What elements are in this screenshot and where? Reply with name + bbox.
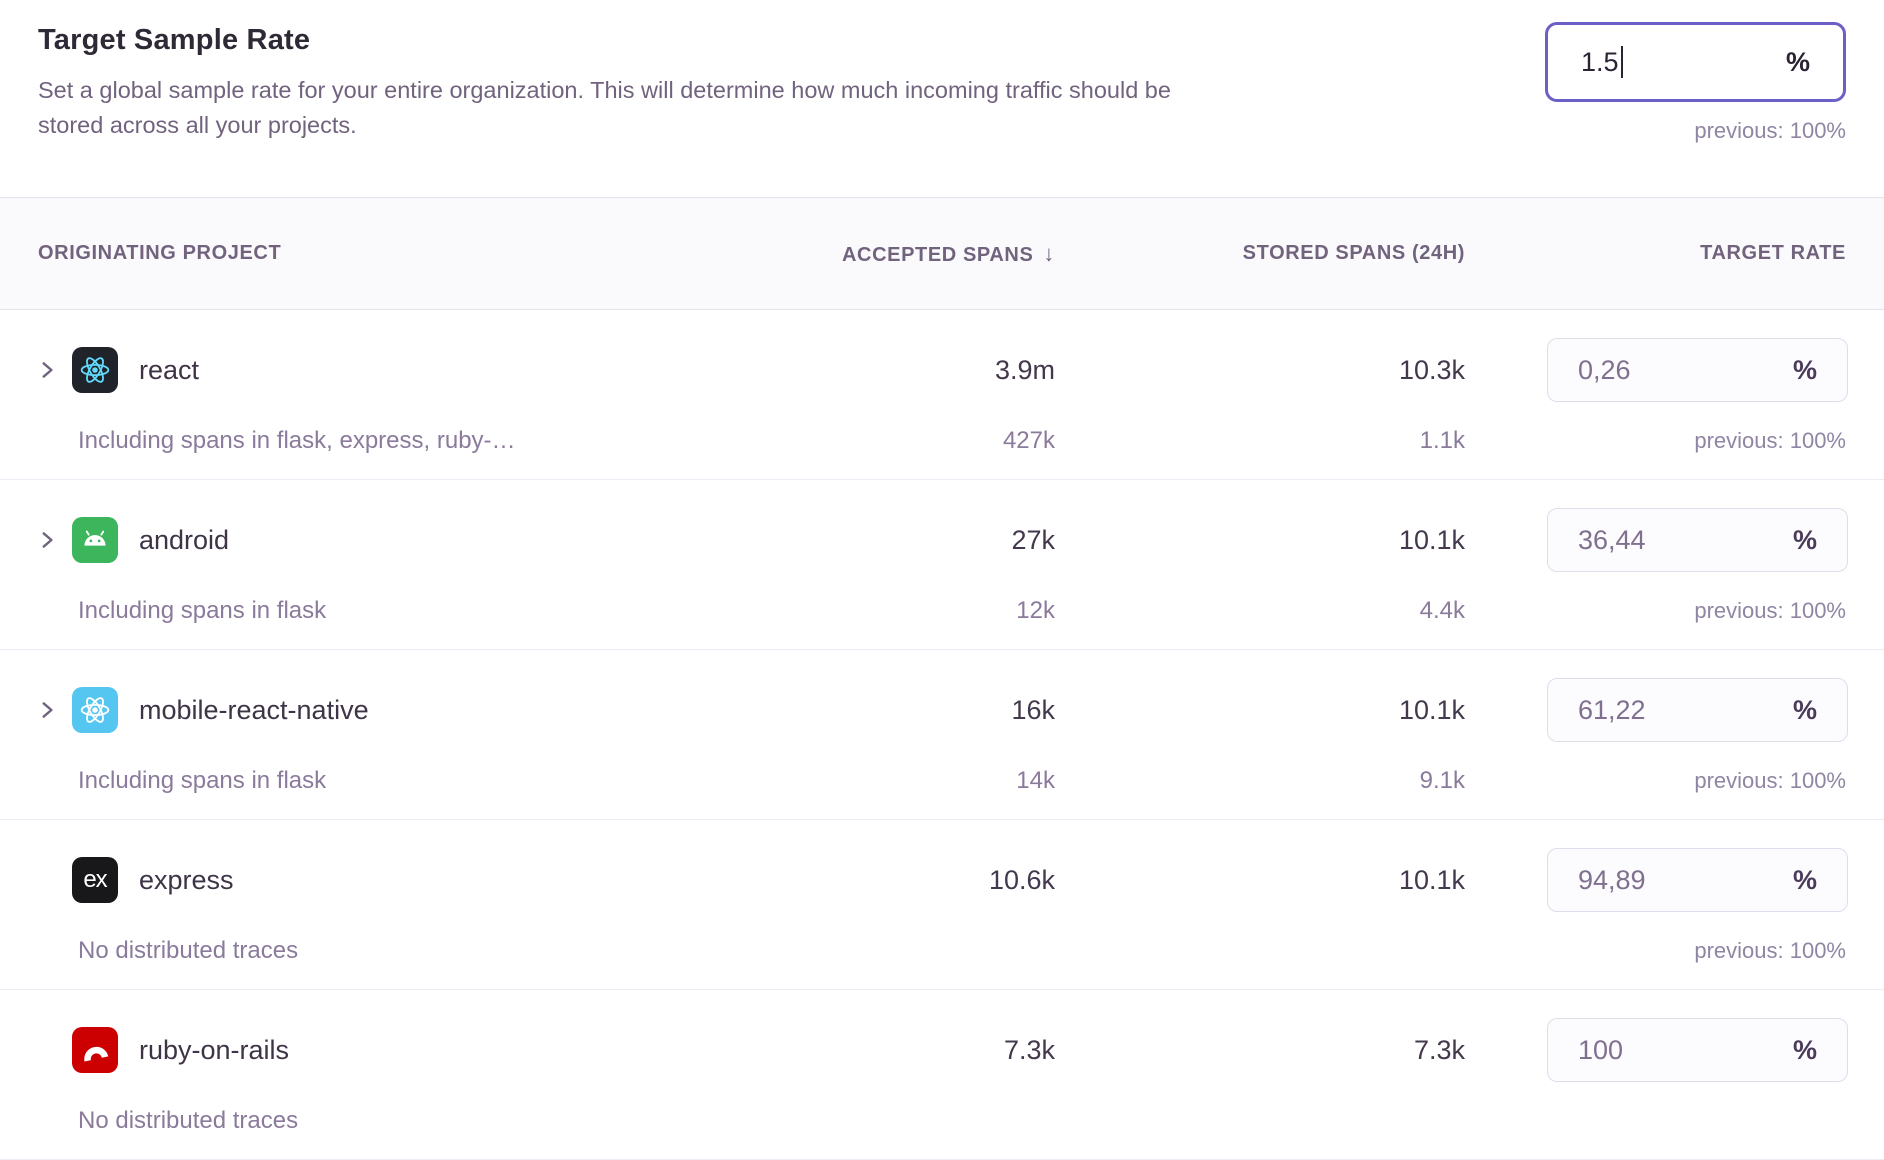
target-rate-input[interactable]: 36,44 % (1547, 508, 1848, 572)
target-rate-value: 94,89 (1578, 864, 1646, 895)
project-name: mobile-react-native (139, 694, 369, 725)
target-rate-value: 61,22 (1578, 694, 1646, 725)
sort-descending-icon: ↓ (1043, 240, 1055, 266)
header-text-block: Target Sample Rate Set a global sample r… (38, 0, 1223, 144)
table-header: ORIGINATING PROJECT ACCEPTED SPANS ↓ STOR… (0, 197, 1884, 310)
column-target-rate: TARGET RATE (1700, 242, 1846, 264)
project-subtext: Including spans in flask (78, 597, 327, 624)
project-name: ruby-on-rails (139, 1034, 290, 1065)
percent-unit: % (1792, 354, 1817, 385)
stored-spans-value: 10.1k (1398, 694, 1465, 725)
global-rate-value: 1.5 (1581, 46, 1619, 77)
accepted-spans-subvalue: 14k (1016, 767, 1055, 794)
stored-spans-subvalue: 1.1k (1419, 427, 1465, 454)
target-rate-value: 100 (1578, 1034, 1624, 1065)
percent-unit: % (1792, 524, 1817, 555)
express-icon-label: ex (83, 866, 107, 893)
expand-chevron-icon[interactable] (36, 359, 72, 381)
project-subtext: Including spans in flask, express, ruby-… (78, 427, 516, 454)
column-stored-spans: STORED SPANS (24H) (1242, 242, 1465, 264)
previous-rate-label: previous: 100% (1694, 938, 1846, 963)
page-description: Set a global sample rate for your entire… (38, 77, 1171, 139)
percent-unit: % (1792, 1034, 1817, 1065)
target-rate-input[interactable]: 61,22 % (1547, 678, 1848, 742)
previous-rate-label: previous: 100% (1694, 428, 1846, 453)
project-row-express: ex express 10.6k 10.1k 94,89 % No distri… (0, 820, 1884, 990)
react-icon (72, 347, 118, 393)
accepted-spans-value: 10.6k (988, 864, 1055, 895)
react-native-icon (72, 687, 118, 733)
column-originating-project: ORIGINATING PROJECT (38, 242, 282, 264)
project-subtext: No distributed traces (78, 937, 299, 964)
stored-spans-value: 7.3k (1413, 1034, 1465, 1065)
project-subtext: Including spans in flask (78, 767, 327, 794)
header-section: Target Sample Rate Set a global sample r… (0, 0, 1884, 197)
stored-spans-value: 10.3k (1398, 354, 1465, 385)
project-row-android: android 27k 10.1k 36,44 % Including span… (0, 480, 1884, 650)
accepted-spans-value: 7.3k (1003, 1034, 1055, 1065)
previous-rate-label: previous: 100% (1694, 598, 1846, 623)
global-rate-block: 1.5 % previous: 100% (1545, 0, 1846, 144)
accepted-spans-value: 27k (1011, 524, 1055, 555)
target-rate-input[interactable]: 0,26 % (1547, 338, 1848, 402)
stored-spans-value: 10.1k (1398, 524, 1465, 555)
text-cursor (1620, 46, 1623, 78)
percent-unit: % (1792, 864, 1817, 895)
rails-icon (72, 1027, 118, 1073)
previous-rate-label: previous: 100% (1694, 768, 1846, 793)
global-sample-rate-input[interactable]: 1.5 % (1545, 22, 1846, 102)
project-name: react (139, 354, 200, 385)
project-subtext: No distributed traces (78, 1107, 299, 1134)
stored-spans-subvalue: 9.1k (1419, 767, 1465, 794)
android-icon (72, 517, 118, 563)
expand-chevron-icon[interactable] (36, 529, 72, 551)
accepted-spans-value: 16k (1011, 694, 1055, 725)
accepted-spans-subvalue: 427k (1002, 427, 1055, 454)
project-name: android (139, 524, 230, 555)
accepted-spans-subvalue: 12k (1016, 597, 1055, 624)
previous-rate-label: previous: 100% (1694, 118, 1846, 143)
target-rate-input[interactable]: 94,89 % (1547, 848, 1848, 912)
column-accepted-spans[interactable]: ACCEPTED SPANS ↓ (775, 241, 1135, 267)
target-rate-value: 0,26 (1578, 354, 1631, 385)
target-rate-value: 36,44 (1578, 524, 1646, 555)
percent-unit: % (1785, 46, 1810, 77)
expand-chevron-icon[interactable] (36, 699, 72, 721)
project-name: express (139, 864, 234, 895)
stored-spans-value: 10.1k (1398, 864, 1465, 895)
target-rate-input[interactable]: 100 % (1547, 1018, 1848, 1082)
column-accepted-spans-label: ACCEPTED SPANS (842, 243, 1034, 266)
stored-spans-subvalue: 4.4k (1419, 597, 1465, 624)
percent-unit: % (1792, 694, 1817, 725)
project-row-react: react 3.9m 10.3k 0,26 % Including spans … (0, 310, 1884, 480)
project-row-mobile-react-native: mobile-react-native 16k 10.1k 61,22 % In… (0, 650, 1884, 820)
accepted-spans-value: 3.9m (994, 354, 1055, 385)
page-title: Target Sample Rate (38, 24, 311, 56)
project-row-ruby-on-rails: ruby-on-rails 7.3k 7.3k 100 % No distrib… (0, 990, 1884, 1160)
express-icon: ex (72, 857, 118, 903)
